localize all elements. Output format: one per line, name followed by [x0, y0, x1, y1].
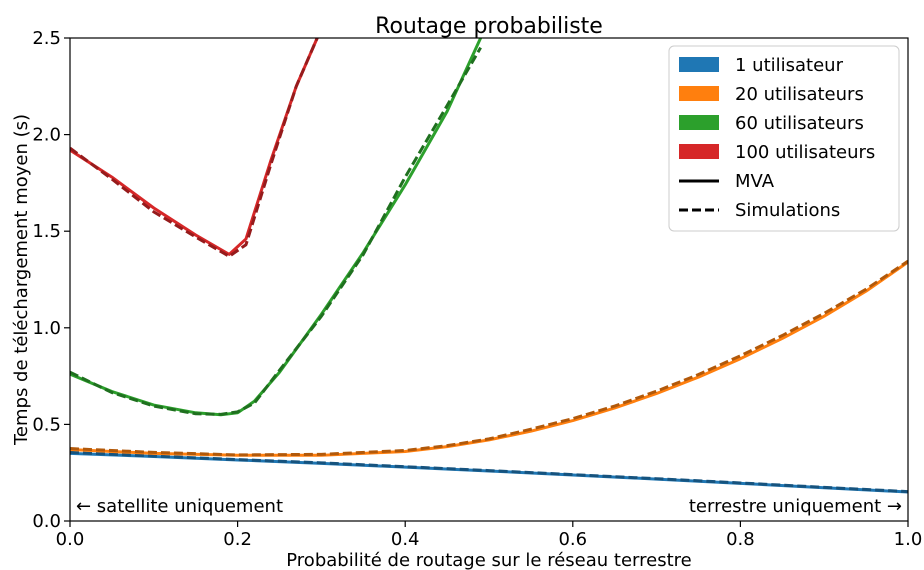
y-axis-label: Temps de téléchargement moyen (s) — [11, 114, 32, 446]
y-tick-label: 0.0 — [32, 511, 61, 532]
legend-swatch — [679, 86, 719, 101]
legend-label: 100 utilisateurs — [735, 142, 875, 163]
x-tick-label: 0.2 — [223, 529, 252, 550]
y-axis: 0.0 0.5 1.0 1.5 2.0 2.5 — [32, 28, 70, 532]
legend: 1 utilisateur 20 utilisateurs 60 utilisate… — [669, 46, 899, 231]
x-axis: 0.0 0.2 0.4 0.6 0.8 1.0 — [56, 521, 923, 550]
annotation-terrestre: terrestre uniquement → — [689, 496, 902, 517]
legend-swatch — [679, 57, 719, 72]
y-tick-label: 0.5 — [32, 414, 61, 435]
x-tick-label: 0.4 — [391, 529, 420, 550]
legend-swatch — [679, 115, 719, 130]
legend-label: 60 utilisateurs — [735, 113, 864, 134]
legend-label: Simulations — [735, 200, 840, 221]
series-line-sim-100-utilisateurs — [70, 28, 321, 256]
y-tick-label: 1.0 — [32, 318, 61, 339]
x-tick-label: 0.8 — [726, 529, 755, 550]
x-tick-label: 0.6 — [558, 529, 587, 550]
series-line-mva-100-utilisateurs — [70, 28, 321, 254]
y-tick-label: 1.5 — [32, 221, 61, 242]
legend-label: 20 utilisateurs — [735, 84, 864, 105]
x-axis-label: Probabilité de routage sur le réseau ter… — [286, 550, 691, 570]
x-tick-label: 0.0 — [56, 529, 85, 550]
series-line-mva-20-utilisateurs — [70, 262, 908, 455]
annotation-satellite: ← satellite uniquement — [76, 496, 283, 517]
legend-label: MVA — [735, 171, 775, 192]
legend-swatch — [679, 144, 719, 159]
series-line-mva-60-utilisateurs — [70, 38, 481, 415]
legend-label: 1 utilisateur — [735, 55, 844, 76]
x-tick-label: 1.0 — [894, 529, 923, 550]
series-line-sim-20-utilisateurs — [70, 261, 908, 455]
y-tick-label: 2.5 — [32, 28, 61, 49]
series-line-sim-60-utilisateurs — [70, 48, 481, 415]
chart-title: Routage probabiliste — [375, 14, 603, 39]
y-tick-label: 2.0 — [32, 125, 61, 146]
